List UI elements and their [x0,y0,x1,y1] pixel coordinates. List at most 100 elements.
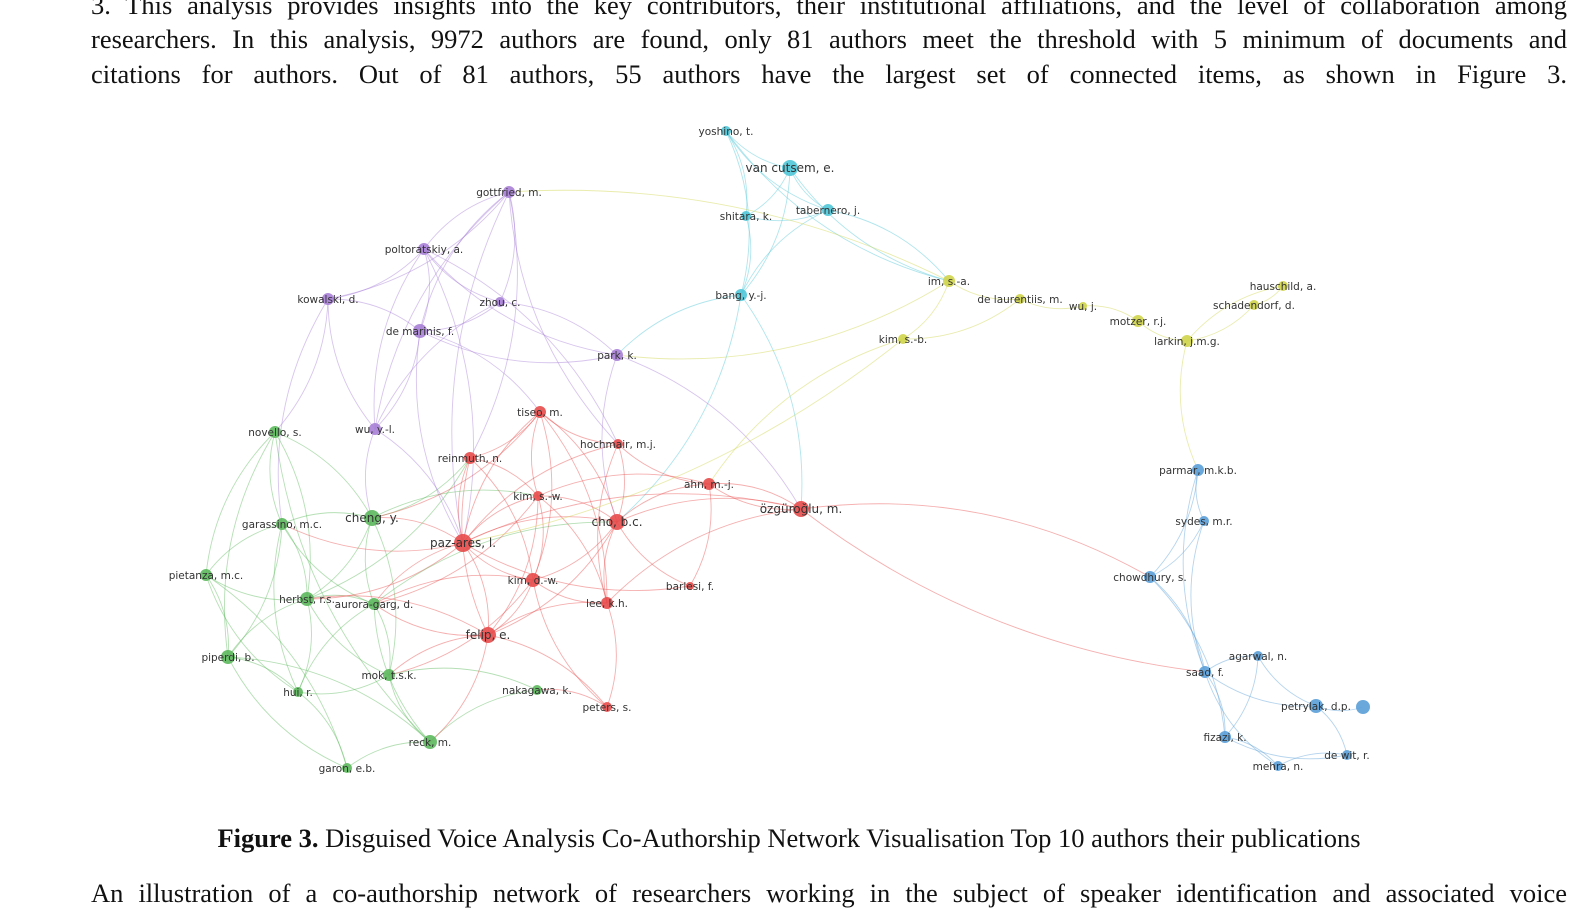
network-link [725,130,829,211]
network-link [601,354,618,523]
network-link [902,298,1021,340]
network-node-circle [1342,750,1352,760]
network-node: schadendorf, d. [1213,300,1295,312]
network-node-circle [1253,651,1263,661]
network-node: novello, s. [248,426,302,439]
network-node-circle [533,491,543,501]
network-node-label: wu, y.-l. [355,424,395,436]
network-node-circle [418,243,430,255]
network-node-label: cho, b.c. [591,515,642,529]
network-link [423,191,510,250]
network-node: garassino, m.c. [242,518,322,531]
network-link [616,497,802,523]
network-node: larkin, j.m.g. [1154,335,1220,348]
network-node: fizazi, k. [1203,731,1247,744]
network-link [902,280,950,340]
network-node: chowdhury, s. [1113,571,1187,584]
network-node-label: wu, j. [1069,301,1097,313]
network-node: nakagawa, k. [502,685,572,697]
network-link [281,523,308,600]
network-link [227,598,308,658]
network-link [689,483,712,587]
network-node-label: schadendorf, d. [1213,300,1295,312]
network-link [306,598,390,676]
network-node: petrylak, d.p. [1281,699,1351,713]
network-node-circle [1181,335,1193,347]
network-node-label: herbst, r.s. [279,594,335,606]
network-node-label: garassino, m.c. [242,519,322,531]
network-node-circle [383,669,395,681]
network-link [374,428,464,544]
network-node: reinmuth, n. [438,452,502,465]
network-node: özgüroğlu, m. [760,501,842,517]
network-node-label: hui, r. [283,687,313,699]
network-link [616,521,691,587]
network-link [297,603,375,693]
network-link [371,517,464,544]
network-link [1315,705,1348,756]
network-node-label: peters, s. [583,702,632,714]
network-link [205,574,348,769]
network-link [371,457,471,519]
network-link [532,495,544,581]
network-link [462,542,691,592]
network-node: barlesi, f. [666,581,714,593]
network-link [948,280,1021,300]
network-link [327,248,425,300]
network-link [327,298,421,332]
network-node-label: hauschild, a. [1250,281,1317,293]
network-link [487,495,539,636]
network-link [537,495,608,604]
network-link [708,483,802,510]
network-node-circle [413,324,427,338]
network-node: aurora-garg, d. [335,598,413,611]
network-link [371,489,539,519]
network-node-label: kim, d.-w. [508,575,559,587]
network-node: de marinis, f. [386,324,454,338]
network-link [297,598,312,693]
network-node: paz-ares, l. [430,534,496,552]
network-link [616,354,802,510]
network-node-circle [1219,731,1231,743]
network-link [306,517,373,600]
network-link [227,656,431,743]
network-node-label: parmar, m.k.b. [1159,465,1237,477]
network-node-label: nakagawa, k. [502,685,572,697]
network-node-circle [721,126,731,136]
network-link [462,516,618,544]
network-node-circle [793,501,809,517]
network-node: parmar, m.k.b. [1159,464,1237,477]
network-node-circle [423,735,437,749]
network-link [373,542,464,605]
network-link [1149,520,1205,578]
network-node-circle [609,514,625,530]
network-link [1204,671,1279,767]
network-link [205,431,276,576]
network-link [364,517,375,605]
network-node-label: paz-ares, l. [430,536,496,550]
network-link [373,603,489,637]
network-link [1186,285,1284,342]
network-link [1204,671,1226,738]
network-link [740,294,803,510]
network-link [374,191,510,430]
network-node-label: reinmuth, n. [438,453,502,465]
network-link [616,294,742,356]
network-link [740,215,752,296]
figure-label: Figure 3. [217,823,319,853]
network-node-circle [480,627,496,643]
network-node: ahn, m.-j. [684,478,734,491]
network-node: tabernero, j. [796,204,860,217]
network-link [537,473,710,497]
network-node: hui, r. [283,687,313,699]
network-node-circle [1199,516,1209,526]
network-node-circle [534,406,546,418]
network-link [725,130,748,217]
network-link [373,603,391,676]
network-node-circle [602,702,612,712]
network-link [388,634,489,676]
network-link [827,209,950,282]
network-node-circle [1015,294,1025,304]
network-link [537,495,618,523]
network-link [227,656,348,769]
